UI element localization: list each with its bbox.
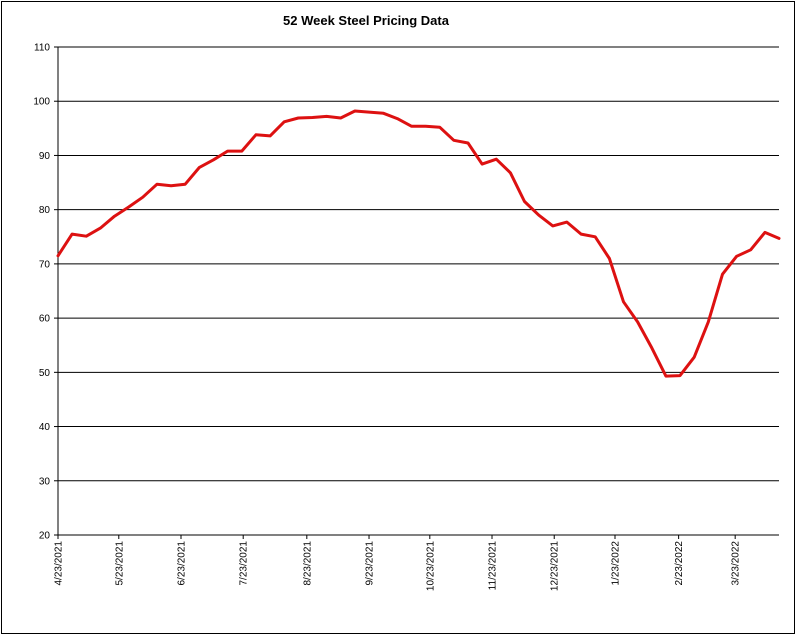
x-tick-label: 1/23/2022 <box>611 541 622 586</box>
x-tick-label: 12/23/2021 <box>550 541 561 591</box>
y-tick-label: 60 <box>39 314 51 325</box>
y-tick-label: 30 <box>39 476 51 487</box>
x-axis: 4/23/2021 5/23/2021 6/23/2021 7/23/2021 8/23… <box>54 534 779 591</box>
series-layer <box>56 109 781 378</box>
x-tick-label: 8/23/2021 <box>302 541 313 586</box>
y-tick-label: 70 <box>39 259 51 270</box>
y-tick-label: 110 <box>34 43 50 54</box>
y-tick-label: 50 <box>39 368 51 379</box>
y-tick-label: 90 <box>39 151 51 162</box>
chart-title: 52 Week Steel Pricing Data <box>283 13 450 28</box>
y-tick-label: 80 <box>39 205 51 216</box>
x-tick-label: 3/23/2022 <box>731 541 742 586</box>
x-tick-label: 5/23/2021 <box>114 541 125 586</box>
series-line-steel-price <box>56 109 781 378</box>
x-tick-label: 6/23/2021 <box>176 541 187 586</box>
x-tick-label: 7/23/2021 <box>239 541 250 586</box>
x-tick-label: 11/23/2021 <box>488 541 499 591</box>
x-tick-label: 2/23/2022 <box>674 541 685 586</box>
y-tick-label: 40 <box>39 422 51 433</box>
y-tick-label: 20 <box>39 531 51 542</box>
x-tick-label: 4/23/2021 <box>54 541 65 586</box>
y-tick-label: 100 <box>33 97 50 108</box>
gridlines <box>58 46 779 482</box>
x-tick-label: 9/23/2021 <box>365 541 376 586</box>
y-axis: 20 30 40 50 60 70 80 90 100 110 <box>33 43 59 542</box>
x-tick-label: 10/23/2021 <box>425 541 436 591</box>
